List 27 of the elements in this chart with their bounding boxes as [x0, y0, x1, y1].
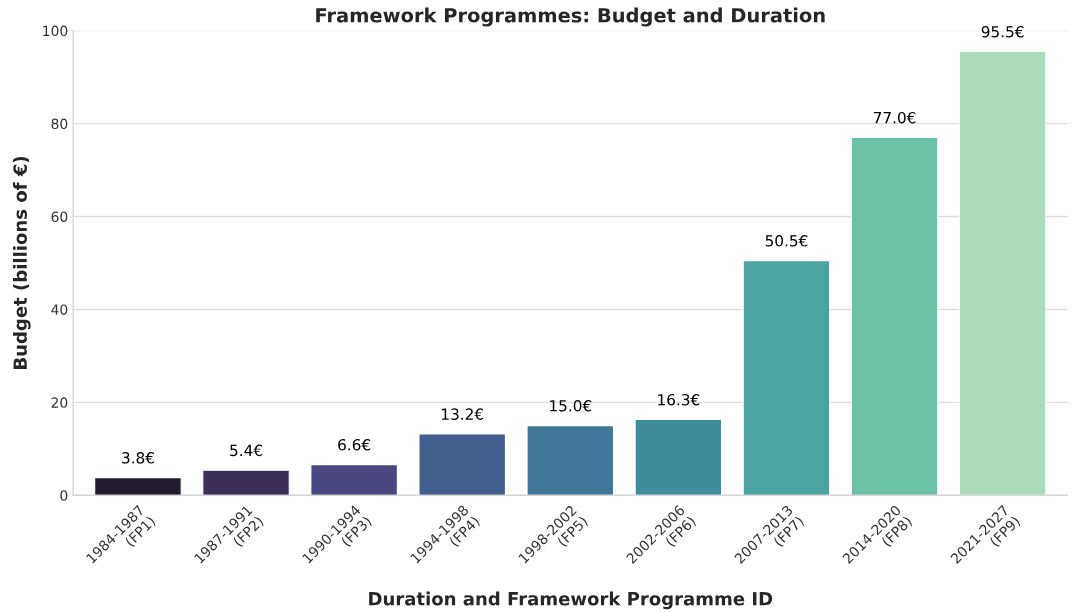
- bar: [526, 425, 615, 496]
- bar: [418, 433, 506, 496]
- y-tick-label: 80: [51, 118, 68, 130]
- bar: [202, 469, 290, 496]
- data-label: 95.5€: [981, 25, 1024, 38]
- data-label: 77.0€: [873, 111, 916, 124]
- data-label: 13.2€: [442, 408, 484, 420]
- bar: [310, 464, 398, 496]
- y-axis-title: Budget (billions of €): [13, 156, 31, 369]
- y-tick-label: 100: [43, 25, 68, 37]
- y-tick-label: 40: [51, 304, 68, 315]
- y-tick-label: 0: [60, 490, 68, 501]
- x-axis-title: Duration and Framework Programme ID: [369, 591, 773, 610]
- data-label: 5.4€: [230, 444, 263, 457]
- bar: [634, 419, 723, 496]
- bar: [850, 136, 939, 496]
- data-label: 3.8€: [122, 452, 154, 464]
- y-tick-label: 20: [51, 397, 68, 408]
- bar: [742, 260, 831, 496]
- data-label: 16.3€: [658, 393, 700, 406]
- data-label: 15.0€: [550, 399, 592, 412]
- bar: [958, 51, 1047, 496]
- data-label: 50.5€: [765, 235, 808, 247]
- bar: [94, 477, 182, 496]
- data-label: 6.6€: [338, 439, 371, 451]
- y-tick-label: 60: [51, 211, 68, 222]
- chart-title: Framework Programmes: Budget and Duration: [316, 7, 825, 27]
